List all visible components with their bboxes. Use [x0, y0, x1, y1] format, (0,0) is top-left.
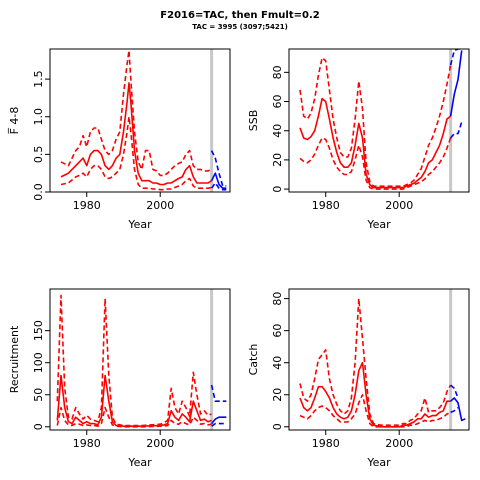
y-tick-label: 0.5 — [32, 146, 45, 164]
y-tick-label: 80 — [271, 65, 284, 79]
x-tick-label: 1980 — [73, 199, 101, 212]
panel-frame — [288, 48, 470, 193]
catch-historical-solid-line-0 — [299, 361, 451, 428]
x-tick-label: 2000 — [146, 437, 174, 450]
y-tick-label: 0 — [32, 423, 45, 430]
x-tick-label: 1980 — [312, 437, 340, 450]
panel-frame — [288, 288, 470, 431]
catch-projection-dashed-line-5 — [450, 406, 459, 414]
panel-recruitment: 1980 2000 0 50 100 150 Year Recruitment — [8, 288, 231, 469]
ssb-projection-solid-line-3 — [449, 50, 463, 117]
x-axis-label: Year — [366, 456, 391, 469]
catch-projection-dashed-line-4 — [450, 384, 459, 399]
y-tick-label: 20 — [271, 388, 284, 402]
x-tick-label: 2000 — [146, 199, 174, 212]
y-tick-label: 60 — [271, 324, 284, 338]
y-tick-label: 40 — [271, 124, 284, 138]
recruitment-projection-dashed-line-5 — [211, 422, 227, 427]
panel-catch: 1980 2000 0 20 40 60 80 Year Catch — [247, 288, 470, 469]
y-tick-label: 80 — [271, 292, 284, 306]
y-tick-label: 0 — [271, 423, 284, 430]
y-tick-label: 0 — [271, 186, 284, 193]
fbar-projection-dashed-line-5 — [210, 182, 227, 191]
x-axis-label: Year — [127, 218, 152, 231]
ssb-historical-dashed-line-1 — [299, 56, 452, 187]
recruitment-historical-dashed-line-2 — [56, 406, 212, 428]
fbar-projection-solid-line-3 — [210, 172, 227, 189]
ssb-projection-dashed-line-5 — [449, 121, 463, 139]
fbar-projection-dashed-line-4 — [210, 150, 227, 187]
y-axis-label: Catch — [247, 344, 260, 376]
recruitment-historical-dashed-line-1 — [56, 294, 212, 427]
x-tick-label: 1980 — [73, 437, 101, 450]
fbar-historical-dashed-line-1 — [60, 49, 212, 177]
catch-projection-solid-line-3 — [450, 397, 466, 422]
x-axis-label: Year — [127, 456, 152, 469]
panel-frame — [49, 288, 231, 431]
panel-fbar: 1980 2000 0.0 0.5 1.0 1.5 Year F̅ 4-8 — [8, 48, 231, 231]
y-tick-label: 150 — [32, 320, 45, 341]
y-tick-label: 50 — [32, 388, 45, 402]
panel-ssb: 1980 2000 0 20 40 60 80 Year SSB — [247, 48, 470, 231]
y-tick-label: 100 — [32, 352, 45, 373]
catch-historical-dashed-line-2 — [299, 393, 451, 428]
recruitment-historical-solid-line-0 — [56, 374, 212, 428]
y-tick-label: 1.5 — [32, 70, 45, 88]
x-axis-label: Year — [366, 218, 391, 231]
x-tick-label: 2000 — [385, 437, 413, 450]
figure-title: F2016=TAC, then Fmult=0.2 — [160, 10, 320, 21]
y-tick-label: 0.0 — [32, 183, 45, 201]
figure-subtitle: TAC = 3995 (3097;5421) — [192, 23, 288, 31]
x-tick-label: 2000 — [385, 199, 413, 212]
x-tick-label: 1980 — [312, 199, 340, 212]
y-axis-label: SSB — [247, 110, 260, 132]
recruitment-projection-dashed-line-4 — [210, 384, 227, 403]
ssb-historical-solid-line-0 — [299, 97, 452, 189]
y-tick-label: 40 — [271, 356, 284, 370]
fbar-historical-dashed-line-2 — [60, 115, 212, 191]
y-axis-label: Recruitment — [8, 325, 21, 393]
ssb-historical-dashed-line-2 — [299, 137, 452, 190]
fbar-historical-solid-line-0 — [60, 82, 213, 186]
y-tick-label: 20 — [271, 153, 284, 167]
panel-frame — [49, 48, 231, 193]
ssb-projection-dashed-line-4 — [449, 49, 462, 66]
y-tick-label: 60 — [271, 95, 284, 109]
y-axis-label: F̅ 4-8 — [8, 107, 21, 135]
y-tick-label: 1.0 — [32, 108, 45, 126]
recruitment-projection-solid-line-3 — [210, 416, 227, 425]
